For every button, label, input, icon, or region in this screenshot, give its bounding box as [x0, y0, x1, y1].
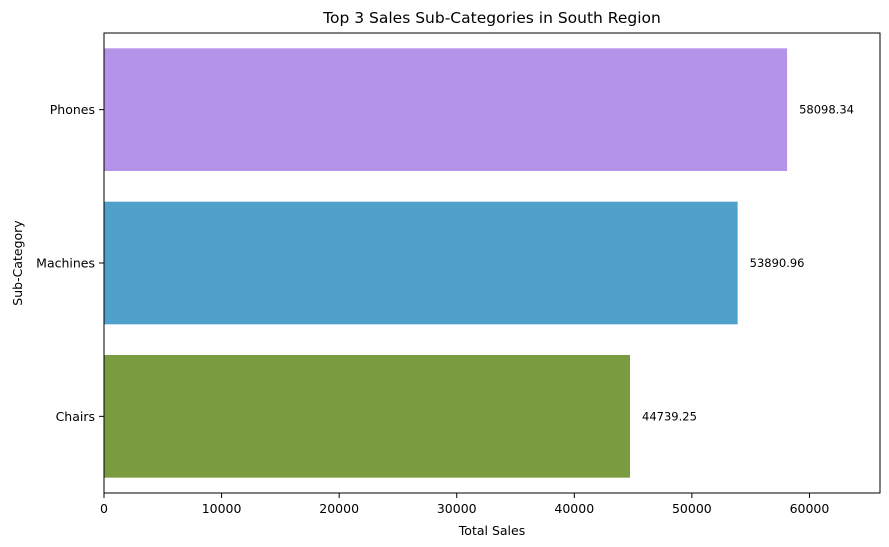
plot-frame: [103, 32, 881, 494]
x-tick-label-50000: 50000: [672, 501, 712, 516]
y-tick-label-chairs: Chairs: [56, 409, 95, 424]
bar-chairs: [104, 355, 631, 478]
data-label-chairs: 44739.25: [642, 409, 697, 423]
y-tick-label-phones: Phones: [50, 102, 95, 117]
x-tick-label-30000: 30000: [437, 501, 477, 516]
x-axis-label: Total Sales: [458, 523, 525, 538]
data-label-machines: 53890.96: [750, 256, 805, 270]
bars-layer: 58098.34 53890.96 44739.25: [104, 48, 854, 478]
y-axis-label: Sub-Category: [10, 220, 25, 306]
chart-title: Top 3 Sales Sub-Categories in South Regi…: [322, 9, 661, 27]
x-tick-label-20000: 20000: [319, 501, 359, 516]
x-tick-label-10000: 10000: [202, 501, 242, 516]
y-tick-label-machines: Machines: [36, 256, 95, 271]
x-tick-label-0: 0: [100, 501, 108, 516]
x-tick-label-40000: 40000: [554, 501, 594, 516]
ticks-layer: Phones Machines Chairs 0 10000 20000 30000 4000…: [36, 102, 829, 516]
x-tick-label-60000: 60000: [790, 501, 830, 516]
bar-machines: [104, 201, 738, 325]
data-label-phones: 58098.34: [799, 103, 854, 117]
bar-phones: [104, 48, 788, 172]
